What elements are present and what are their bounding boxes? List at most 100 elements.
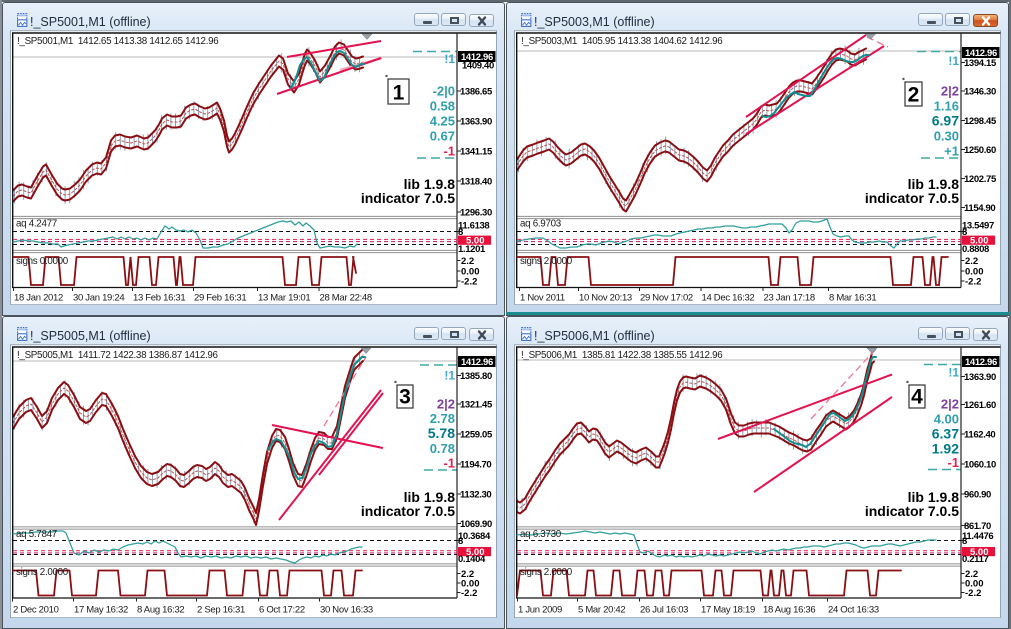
svg-text:signs 2.0000: signs 2.0000 (520, 567, 573, 578)
svg-text:1321.45: 1321.45 (460, 400, 493, 411)
svg-text:30 Jan 19:24: 30 Jan 19:24 (73, 293, 124, 304)
svg-text:-2.2: -2.2 (965, 588, 981, 599)
svg-text:8: 8 (962, 227, 967, 238)
svg-text:2.2: 2.2 (461, 256, 474, 267)
svg-text:0.2117: 0.2117 (962, 554, 988, 565)
svg-text:1346.30: 1346.30 (964, 87, 996, 98)
svg-text:13 Mar 19:01: 13 Mar 19:01 (258, 293, 310, 304)
svg-text:2.78: 2.78 (430, 411, 455, 426)
svg-text:0.58: 0.58 (430, 99, 455, 114)
svg-text:1412.96: 1412.96 (461, 52, 493, 63)
svg-text:2: 2 (908, 84, 920, 107)
svg-text:aq 6.9703: aq 6.9703 (520, 219, 562, 230)
svg-text:!1: !1 (948, 54, 959, 68)
svg-text:!_SP5001,M1 1412.65 1413.38 1: !_SP5001,M1 1412.65 1413.38 1412.65 1412… (17, 36, 219, 47)
svg-text:26 Jul 16:03: 26 Jul 16:03 (640, 605, 688, 616)
svg-text:10.3684: 10.3684 (458, 531, 491, 542)
svg-text:1412.96: 1412.96 (965, 48, 997, 59)
svg-text:13.5497: 13.5497 (962, 221, 994, 232)
svg-text:0.8808: 0.8808 (962, 244, 989, 255)
svg-text:lib 1.9.8: lib 1.9.8 (908, 176, 960, 192)
svg-text:18 Aug 16:36: 18 Aug 16:36 (763, 605, 815, 616)
svg-text:signs 2.0000: signs 2.0000 (520, 256, 573, 267)
svg-text:5.00: 5.00 (970, 547, 989, 558)
svg-text:0.78: 0.78 (430, 441, 455, 456)
svg-text:11.4476: 11.4476 (962, 531, 993, 542)
svg-text:29 Feb 16:31: 29 Feb 16:31 (194, 293, 246, 304)
svg-text:10 Nov 20:13: 10 Nov 20:13 (579, 293, 632, 304)
svg-text:indicator 7.0.5: indicator 7.0.5 (361, 503, 455, 519)
svg-text:0.1404: 0.1404 (458, 554, 486, 565)
svg-text:!1: !1 (444, 369, 455, 383)
svg-text:lib 1.9.8: lib 1.9.8 (404, 176, 456, 192)
svg-text:1298.45: 1298.45 (964, 116, 997, 127)
svg-text:1.16: 1.16 (934, 99, 959, 114)
svg-text:2.2: 2.2 (965, 569, 978, 580)
svg-text:!_SP5006,M1 1385.81 1422.38 1: !_SP5006,M1 1385.81 1422.38 1385.55 1412… (521, 350, 723, 361)
svg-text:5.00: 5.00 (466, 236, 485, 247)
svg-text:2.2: 2.2 (965, 256, 978, 267)
svg-text:-1: -1 (443, 456, 455, 471)
svg-text:0.30: 0.30 (934, 129, 959, 144)
svg-text:2.2: 2.2 (461, 569, 474, 580)
svg-text:2|2: 2|2 (941, 84, 959, 99)
svg-text:-2.2: -2.2 (461, 277, 477, 288)
svg-text:1409.40: 1409.40 (462, 60, 494, 71)
svg-text:1 Nov 2011: 1 Nov 2011 (520, 293, 565, 304)
svg-text:signs 2.0000: signs 2.0000 (16, 567, 69, 578)
svg-text:-2|0: -2|0 (433, 84, 455, 99)
svg-text:indicator 7.0.5: indicator 7.0.5 (865, 190, 959, 206)
svg-text:1412.96: 1412.96 (965, 357, 997, 368)
svg-text:0.00: 0.00 (461, 579, 480, 590)
svg-text:indicator 7.0.5: indicator 7.0.5 (361, 190, 455, 206)
svg-text:1296.30: 1296.30 (460, 208, 492, 219)
svg-text:18 Jan 2012: 18 Jan 2012 (14, 293, 63, 304)
svg-text:3: 3 (399, 386, 411, 409)
svg-text:2 Dec 2010: 2 Dec 2010 (13, 605, 59, 616)
svg-text:1.1201: 1.1201 (458, 244, 486, 255)
svg-text:5.00: 5.00 (970, 236, 989, 247)
svg-text:5.78: 5.78 (428, 425, 455, 441)
svg-text:1318.40: 1318.40 (460, 177, 492, 188)
svg-text:2 Sep 16:31: 2 Sep 16:31 (197, 605, 245, 616)
svg-text:0.00: 0.00 (965, 267, 984, 278)
svg-text:24 Oct 16:33: 24 Oct 16:33 (828, 605, 879, 616)
svg-text:aq 5.7847: aq 5.7847 (16, 529, 57, 540)
svg-text:14 Dec 16:32: 14 Dec 16:32 (702, 293, 755, 304)
svg-text:!1: !1 (948, 366, 959, 380)
svg-text:1386.65: 1386.65 (460, 87, 493, 98)
svg-text:17 May 18:19: 17 May 18:19 (701, 605, 755, 616)
svg-text:signs 0.0000: signs 0.0000 (16, 256, 69, 267)
svg-text:!_SP5003,M1 1405.95 1413.38 1: !_SP5003,M1 1405.95 1413.38 1404.62 1412… (521, 36, 723, 47)
svg-text:1385.80: 1385.80 (460, 371, 492, 382)
svg-text:!1: !1 (444, 52, 455, 66)
svg-text:960.90: 960.90 (964, 490, 991, 501)
svg-text:0.00: 0.00 (461, 267, 480, 278)
svg-text:6.97: 6.97 (932, 113, 959, 129)
svg-text:2|2: 2|2 (437, 397, 455, 412)
svg-text:0.00: 0.00 (965, 579, 984, 590)
svg-text:lib 1.9.8: lib 1.9.8 (908, 489, 960, 505)
svg-text:-1: -1 (947, 455, 959, 470)
svg-text:1202.75: 1202.75 (964, 174, 997, 185)
svg-text:1250.60: 1250.60 (964, 145, 996, 156)
svg-text:lib 1.9.8: lib 1.9.8 (404, 489, 456, 505)
svg-text:1162.40: 1162.40 (964, 430, 995, 441)
svg-text:29 Nov 17:02: 29 Nov 17:02 (640, 293, 693, 304)
svg-text:1060.10: 1060.10 (964, 460, 996, 471)
svg-text:aq 4.2477: aq 4.2477 (16, 219, 57, 230)
svg-text:8: 8 (458, 227, 463, 238)
svg-text:5.00: 5.00 (466, 547, 485, 558)
svg-text:1261.60: 1261.60 (964, 400, 996, 411)
svg-text:1.92: 1.92 (932, 441, 959, 457)
svg-text:861.70: 861.70 (964, 521, 991, 532)
svg-text:8 Aug 16:32: 8 Aug 16:32 (137, 605, 184, 616)
svg-text:4.25: 4.25 (430, 114, 455, 129)
svg-text:8: 8 (458, 536, 463, 547)
svg-text:5 Mar 20:42: 5 Mar 20:42 (578, 605, 625, 616)
svg-text:1341.15: 1341.15 (460, 147, 493, 158)
svg-text:11.6138: 11.6138 (458, 221, 489, 232)
svg-text:!_SP5005,M1 1411.72 1422.38 1: !_SP5005,M1 1411.72 1422.38 1386.87 1412… (17, 350, 219, 361)
svg-text:1154.90: 1154.90 (964, 203, 995, 214)
svg-text:23 Jan 17:18: 23 Jan 17:18 (764, 293, 815, 304)
